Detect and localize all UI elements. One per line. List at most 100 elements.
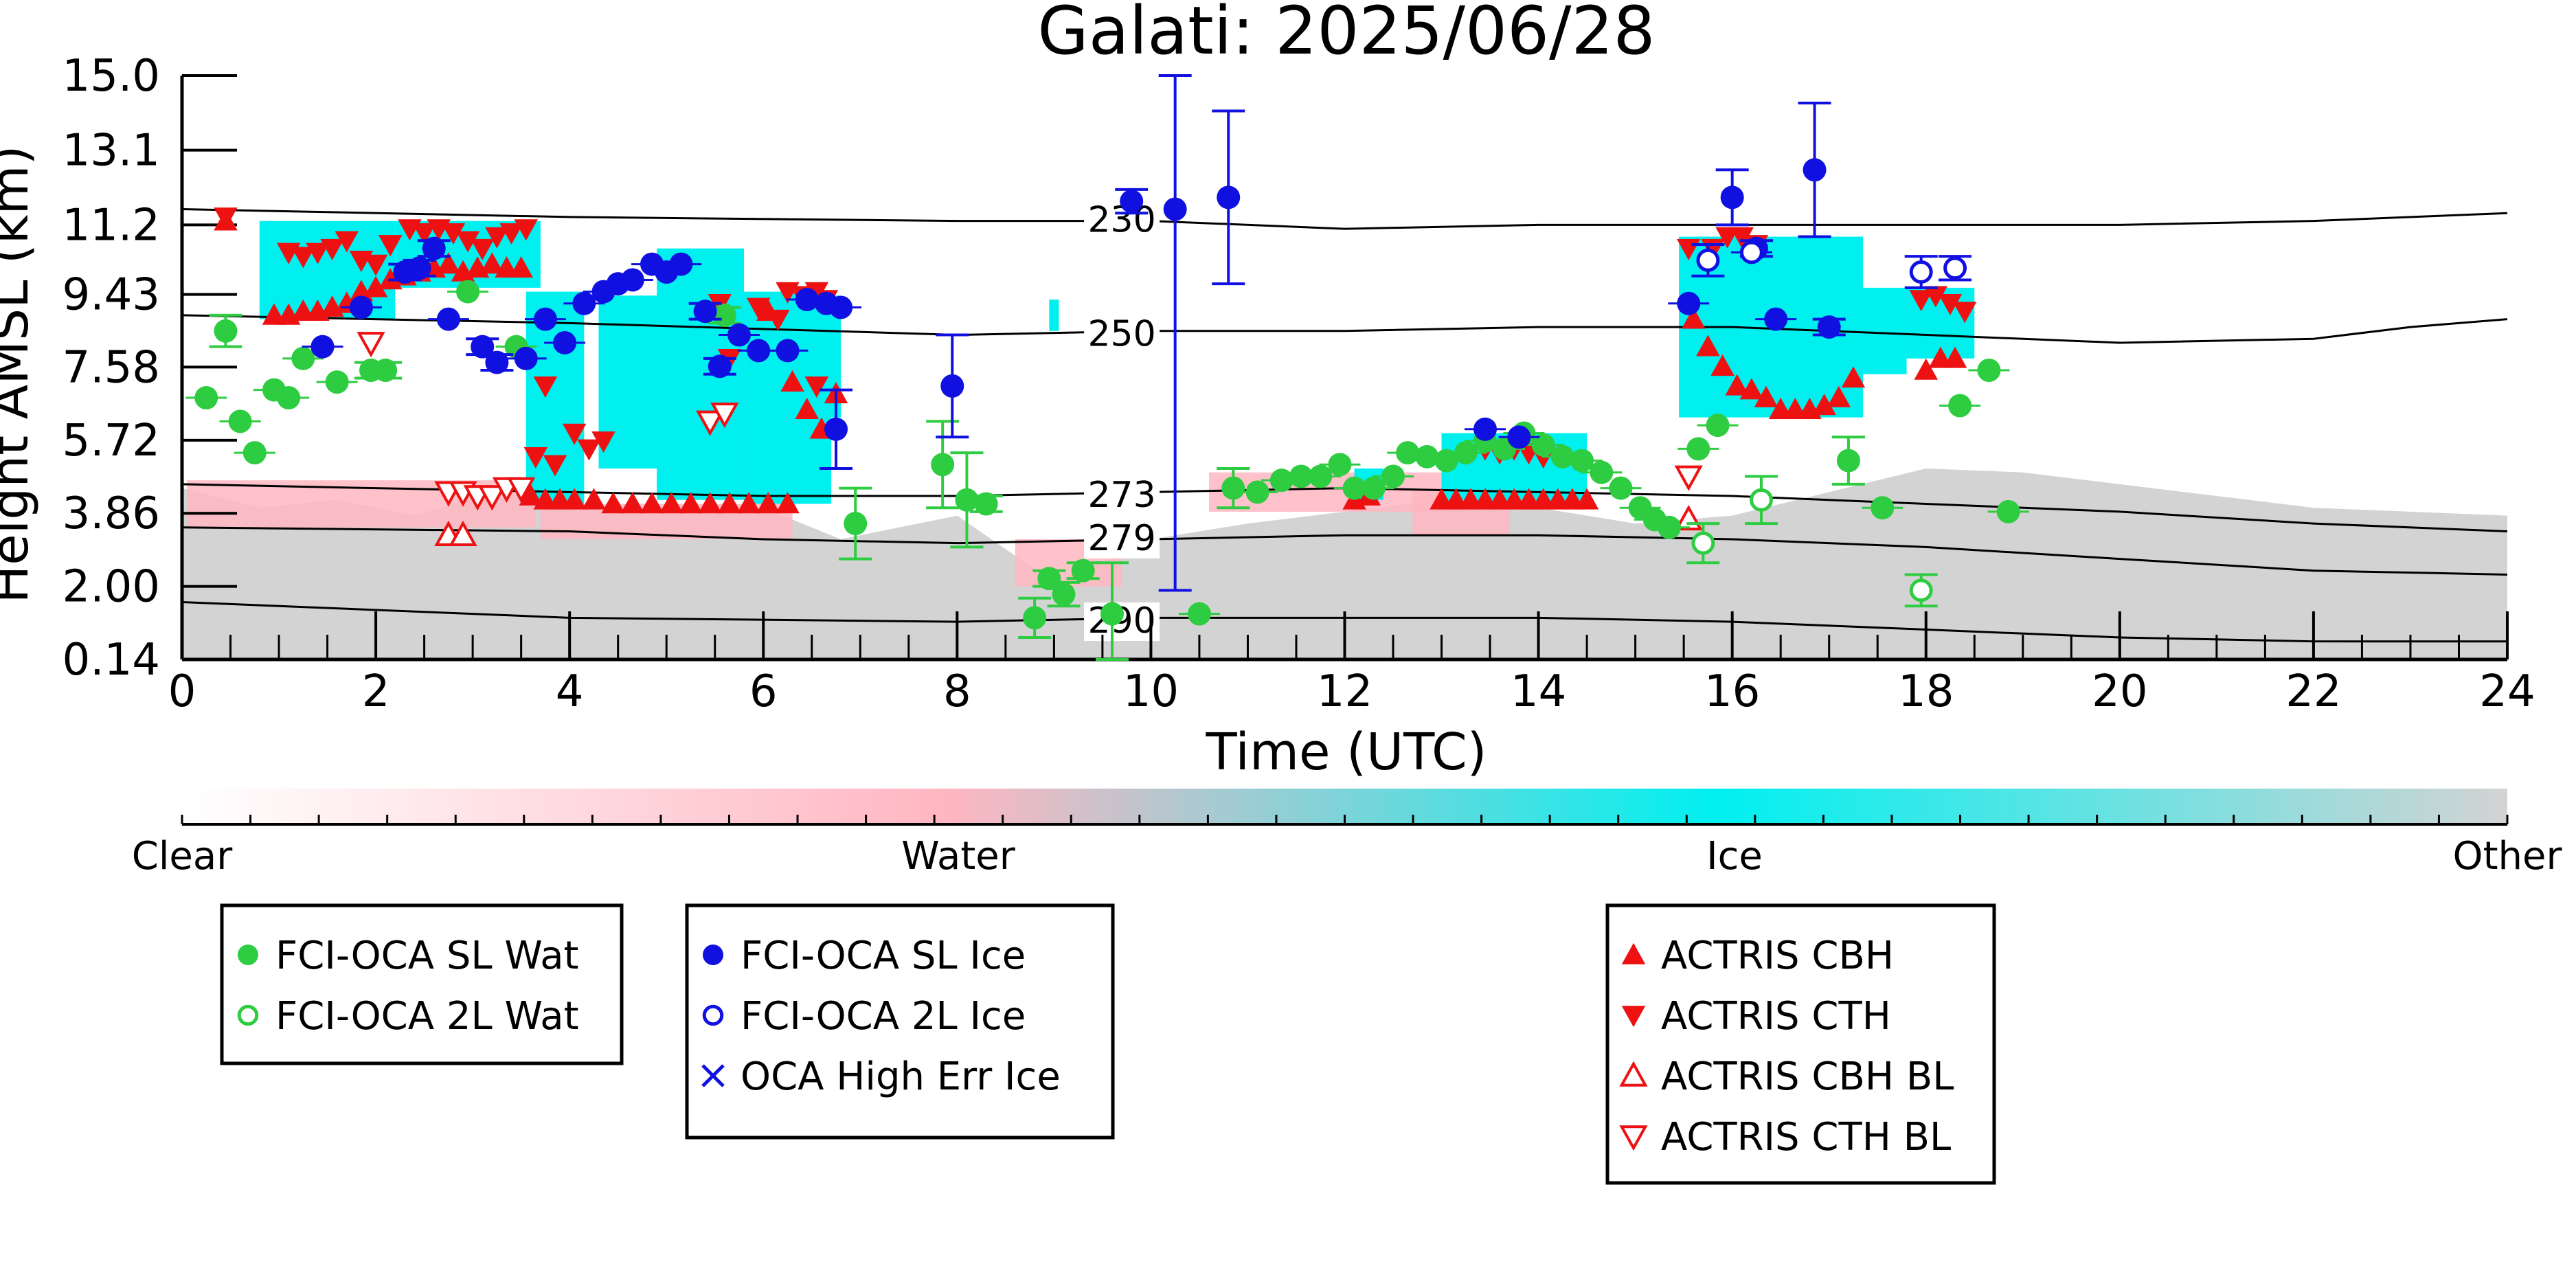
data-point bbox=[1750, 488, 1773, 512]
colorbar-label: Ice bbox=[1706, 834, 1763, 879]
data-point bbox=[572, 291, 596, 315]
series-actris-cbh-bl bbox=[434, 504, 1703, 547]
data-point bbox=[1550, 444, 1574, 468]
data-point bbox=[727, 323, 751, 347]
data-point bbox=[485, 350, 509, 374]
legend-frame bbox=[1605, 903, 1996, 1185]
series-actris-cbh bbox=[214, 209, 1967, 514]
data-point bbox=[378, 235, 403, 257]
isotherm-line bbox=[181, 207, 2508, 230]
data-point bbox=[306, 242, 330, 264]
data-point bbox=[194, 386, 218, 410]
data-point bbox=[325, 370, 349, 394]
data-point bbox=[844, 512, 868, 536]
x-tick-label: 20 bbox=[2092, 666, 2147, 717]
data-point bbox=[509, 256, 533, 278]
data-point bbox=[412, 223, 436, 245]
data-point bbox=[349, 295, 373, 319]
data-point bbox=[1221, 476, 1245, 500]
data-point bbox=[712, 303, 736, 327]
data-point bbox=[1739, 378, 1764, 400]
data-point bbox=[931, 453, 955, 477]
data-point bbox=[214, 207, 238, 229]
legend-marker bbox=[1619, 1125, 1648, 1151]
data-point bbox=[485, 227, 509, 249]
colorbar: Clear Water Ice Other bbox=[132, 789, 2562, 879]
data-point bbox=[955, 488, 979, 512]
data-point bbox=[591, 431, 615, 453]
x-tick-label: 2 bbox=[362, 666, 390, 717]
data-point bbox=[620, 492, 645, 514]
data-point bbox=[708, 354, 732, 379]
data-point bbox=[824, 417, 848, 441]
data-point bbox=[1362, 476, 1386, 500]
data-point bbox=[620, 268, 644, 292]
data-point bbox=[514, 346, 538, 370]
data-point bbox=[310, 335, 335, 359]
legend-item: ACTRIS CBH BL bbox=[1619, 1054, 1954, 1099]
isotherm-line bbox=[181, 526, 2508, 576]
y-tick-label: 2.00 bbox=[63, 562, 161, 613]
x-tick-label: 24 bbox=[2479, 666, 2535, 717]
data-point bbox=[1396, 441, 1420, 465]
data-point bbox=[1827, 385, 1851, 407]
legend-item: FCI-OCA SL Wat bbox=[238, 934, 579, 978]
data-point bbox=[1754, 385, 1778, 407]
data-points bbox=[185, 74, 2029, 661]
data-point bbox=[1938, 293, 1963, 316]
x-tick-label: 18 bbox=[1898, 666, 1954, 717]
colorbar-label: Other bbox=[2452, 834, 2562, 879]
legend-marker bbox=[1619, 1061, 1648, 1087]
data-point bbox=[780, 370, 804, 392]
legend-marker bbox=[237, 1004, 259, 1026]
data-point bbox=[1923, 286, 1948, 308]
data-point bbox=[1677, 291, 1701, 315]
data-point bbox=[1914, 358, 1938, 380]
y-tick-label: 3.86 bbox=[63, 488, 161, 539]
y-tick-label: 9.43 bbox=[63, 270, 161, 321]
legend-box-1: FCI-OCA SL Wat FCI-OCA 2L Wat bbox=[220, 903, 624, 1065]
data-point bbox=[679, 492, 703, 514]
x-tick-label: 10 bbox=[1123, 666, 1179, 717]
legend-box-3: ACTRIS CBH ACTRIS CTH ACTRIS CBH BL ACTRIS … bbox=[1605, 903, 1996, 1185]
data-point bbox=[1071, 558, 1095, 583]
data-point bbox=[974, 492, 998, 516]
x-tick-label: 4 bbox=[556, 666, 584, 717]
legend-marker bbox=[1621, 1006, 1646, 1028]
data-point bbox=[407, 256, 431, 280]
colorbar-label: Water bbox=[901, 834, 1016, 879]
data-point bbox=[1674, 465, 1703, 491]
data-point bbox=[562, 488, 587, 510]
isotherm-line bbox=[181, 314, 2508, 344]
plot-axes: 0 2 4 6 8 10 12 14 16 18 20 22 240.142.003.865.727.5… bbox=[63, 51, 2535, 717]
legend-item: ACTRIS CTH bbox=[1621, 994, 1891, 1039]
data-point bbox=[1977, 359, 2001, 383]
data-point bbox=[449, 520, 477, 547]
data-point bbox=[795, 397, 819, 420]
isotherm-label-bg bbox=[1084, 477, 1160, 516]
legend-frame bbox=[220, 903, 624, 1065]
isotherm-label: 279 bbox=[1087, 518, 1155, 559]
legend-label: FCI-OCA 2L Ice bbox=[741, 994, 1026, 1039]
legend-label: ACTRIS CTH BL bbox=[1661, 1115, 1951, 1160]
data-point bbox=[736, 492, 761, 514]
legend-label: FCI-OCA 2L Wat bbox=[275, 994, 579, 1039]
cloud-classification-background bbox=[182, 221, 2507, 659]
data-point bbox=[436, 252, 461, 274]
legend-label: ACTRIS CTH bbox=[1661, 994, 1891, 1039]
data-point bbox=[1909, 290, 1933, 312]
data-point bbox=[756, 492, 780, 514]
data-point bbox=[659, 492, 683, 514]
data-point bbox=[696, 410, 725, 436]
y-tick-label: 0.14 bbox=[63, 635, 161, 686]
data-point bbox=[277, 386, 301, 410]
isotherm-label-bg bbox=[1084, 519, 1160, 558]
isotherm-label: 290 bbox=[1087, 600, 1155, 642]
data-point bbox=[1570, 449, 1594, 473]
y-tick-label: 13.1 bbox=[63, 126, 161, 177]
data-point bbox=[422, 236, 446, 260]
data-point bbox=[499, 223, 523, 245]
data-point bbox=[320, 238, 344, 260]
legend-box-2: FCI-OCA SL Ice FCI-OCA 2L Ice OCA High Err… bbox=[685, 903, 1115, 1140]
data-point bbox=[1730, 227, 1754, 249]
